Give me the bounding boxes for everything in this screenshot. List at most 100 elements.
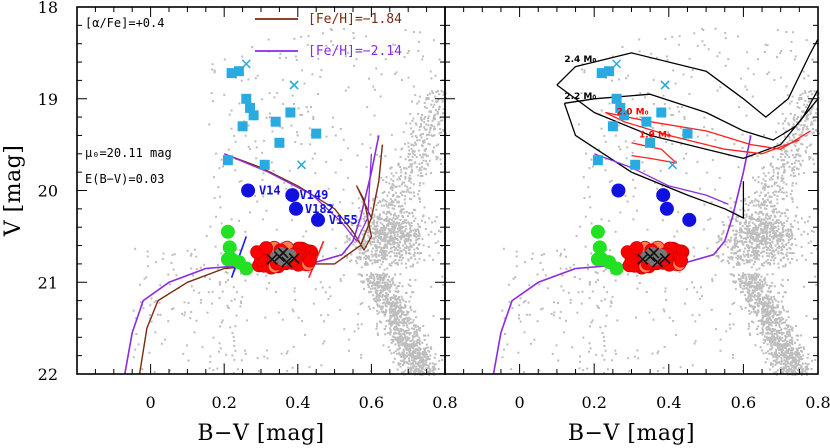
field-star-point: [384, 281, 387, 284]
field-star-point: [754, 298, 757, 301]
field-star-point: [639, 112, 642, 115]
field-star-point: [170, 308, 173, 311]
field-star-point: [754, 250, 757, 252]
field-star-point: [563, 248, 566, 251]
field-star-point: [771, 335, 774, 338]
field-star-point: [811, 123, 814, 126]
field-star-point: [160, 342, 163, 345]
hb-green-star: [239, 261, 254, 276]
field-star-point: [312, 115, 315, 118]
field-star-point: [801, 373, 803, 376]
field-star-point: [240, 359, 243, 362]
field-star-point: [814, 119, 817, 122]
field-star-point: [729, 312, 731, 315]
field-star-point: [771, 333, 774, 336]
field-star-point: [579, 360, 581, 363]
field-star-point: [750, 282, 753, 284]
field-star-point: [794, 363, 797, 366]
field-star-point: [348, 239, 351, 242]
field-star-point: [397, 348, 400, 351]
field-star-point: [265, 349, 268, 352]
field-star-point: [373, 282, 376, 285]
field-star-point: [329, 27, 332, 30]
field-star-point: [782, 371, 785, 374]
field-star-point: [395, 295, 397, 298]
field-star-point: [416, 228, 419, 231]
field-star-point: [786, 340, 788, 343]
field-star-point: [233, 340, 236, 342]
field-star-point: [319, 75, 322, 78]
field-star-point: [791, 347, 794, 350]
field-star-point: [384, 333, 387, 336]
field-star-point: [343, 251, 346, 254]
field-star-point: [427, 365, 430, 368]
field-star-point: [731, 224, 734, 227]
field-star-point: [414, 310, 417, 313]
field-star-point: [399, 178, 401, 181]
field-star-point: [781, 242, 784, 245]
field-star-point: [756, 219, 758, 222]
field-star-point: [757, 319, 760, 322]
field-star-point: [402, 248, 405, 251]
field-star-point: [404, 262, 407, 265]
field-star-point: [217, 268, 220, 271]
field-star-point: [409, 332, 412, 334]
field-star-point: [781, 228, 784, 231]
field-star-point: [412, 229, 415, 232]
field-star-point: [407, 76, 410, 79]
field-star-point: [734, 281, 737, 284]
field-star-point: [430, 77, 433, 80]
field-star-point: [791, 329, 794, 332]
field-star-point: [777, 122, 780, 125]
field-star-point: [231, 332, 234, 334]
field-star-point: [766, 222, 769, 225]
field-star-point: [606, 368, 609, 371]
field-star-point: [238, 249, 241, 252]
field-star-point: [395, 328, 398, 331]
field-star-point: [442, 128, 445, 131]
field-star-point: [384, 58, 387, 61]
field-star-point: [718, 238, 721, 241]
field-star-point: [404, 341, 407, 344]
field-star-point: [143, 277, 146, 280]
field-star-point: [346, 240, 349, 243]
field-star-point: [665, 299, 668, 301]
field-star-point: [759, 241, 762, 244]
field-star-point: [423, 359, 426, 362]
field-star-point: [412, 208, 415, 211]
field-star-point: [350, 259, 353, 262]
field-star-point: [746, 233, 749, 236]
field-star-point: [803, 348, 805, 350]
field-star-point: [375, 295, 378, 298]
field-star-point: [389, 187, 392, 190]
field-star-point: [374, 233, 377, 236]
field-star-point: [378, 246, 381, 249]
field-star-point: [753, 253, 756, 256]
field-star-point: [759, 283, 762, 286]
field-star-point: [700, 286, 703, 289]
field-star-point: [375, 327, 378, 330]
field-star-point: [795, 141, 798, 144]
field-star-point: [789, 112, 792, 115]
field-star-point: [411, 335, 414, 337]
field-star-point: [428, 369, 431, 372]
field-star-point: [756, 238, 759, 241]
field-star-point: [430, 348, 433, 350]
field-star-point: [721, 233, 724, 236]
field-star-point: [775, 236, 778, 239]
field-star-point: [781, 245, 784, 248]
field-star-point: [743, 241, 746, 244]
field-star-point: [370, 259, 373, 262]
field-star-point: [783, 354, 785, 357]
field-star-point: [581, 63, 584, 66]
field-star-point: [406, 240, 409, 243]
field-star-point: [415, 165, 418, 168]
field-star-point: [709, 217, 712, 220]
field-star-point: [307, 271, 310, 273]
field-star-point: [433, 117, 436, 120]
field-star-point: [405, 190, 408, 193]
field-star-point: [382, 179, 385, 182]
field-star-point: [286, 350, 289, 353]
field-star-point: [562, 289, 565, 292]
field-star-point: [773, 371, 776, 374]
